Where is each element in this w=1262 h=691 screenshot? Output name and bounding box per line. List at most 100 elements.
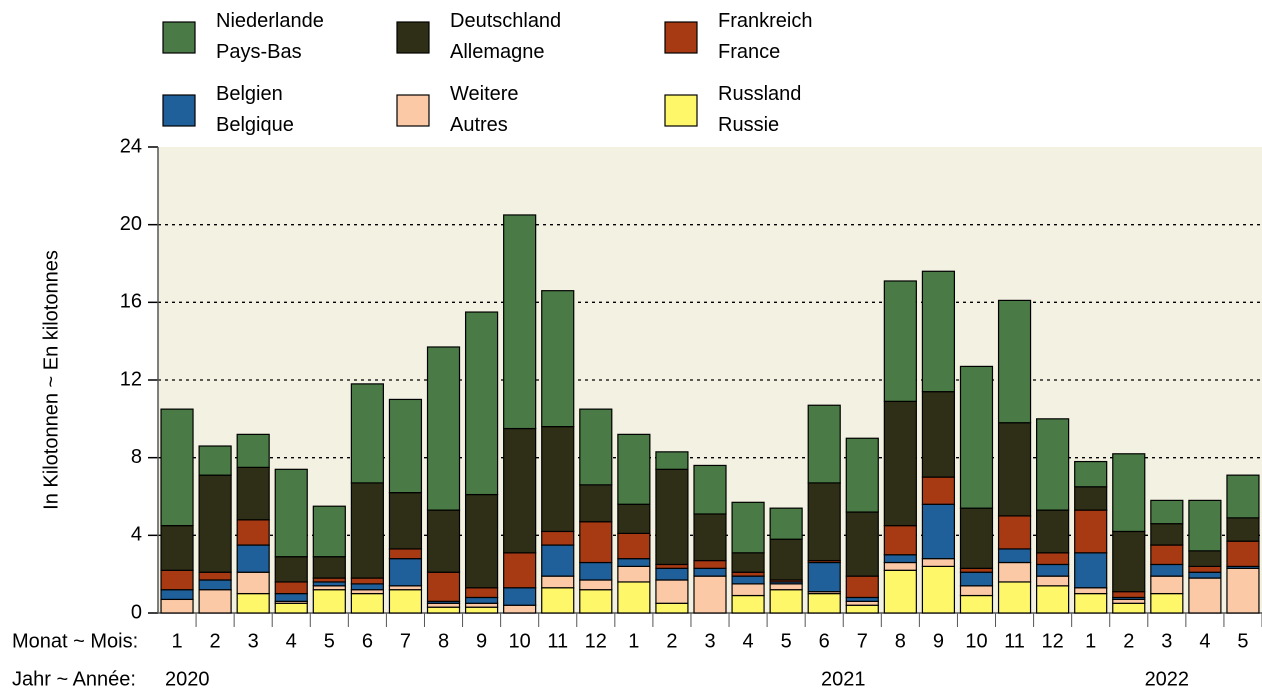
x-tick-label: 1 bbox=[1085, 630, 1096, 652]
x-tick-label: 6 bbox=[819, 630, 830, 652]
bar-segment bbox=[579, 521, 613, 564]
x-tick-label: 11 bbox=[547, 630, 568, 652]
bar-segment bbox=[579, 561, 613, 581]
x-axis-label: Monat ~ Mois: bbox=[12, 630, 138, 652]
bar-segment bbox=[731, 575, 765, 585]
bar-segment bbox=[1188, 550, 1222, 567]
y-tick-label: 16 bbox=[120, 291, 142, 313]
bar-segment bbox=[274, 556, 308, 583]
y-tick-label: 8 bbox=[131, 446, 142, 468]
legend-label: Deutschland Allemagne bbox=[450, 10, 562, 63]
bar-segment bbox=[997, 299, 1032, 424]
x-tick-label: 3 bbox=[704, 630, 715, 652]
bar-segment bbox=[845, 511, 879, 577]
bar-segment bbox=[807, 592, 841, 614]
bar-segment bbox=[274, 602, 308, 614]
bar-segment bbox=[579, 408, 613, 486]
legend-label: Niederlande Pays-Bas bbox=[216, 10, 324, 63]
bar-segment bbox=[1188, 577, 1222, 614]
bar-segment bbox=[541, 544, 575, 577]
bar-segment bbox=[503, 604, 537, 614]
bar-segment bbox=[388, 492, 423, 550]
bar-segment bbox=[769, 538, 803, 581]
bar-segment bbox=[1036, 575, 1070, 587]
bar-segment bbox=[997, 548, 1032, 564]
bar-segment bbox=[426, 571, 461, 602]
bar-segment bbox=[198, 474, 232, 573]
bar-segment bbox=[1074, 552, 1108, 589]
y-axis-label: In Kilotonnen ~ En kilotonnes bbox=[40, 250, 62, 510]
x-axis-label: Jahr ~ Année: bbox=[12, 668, 136, 690]
bar-segment bbox=[921, 391, 956, 478]
bar-segment bbox=[883, 400, 917, 527]
bar-segment bbox=[236, 571, 270, 595]
bar-segment bbox=[693, 567, 727, 577]
bar-segment bbox=[1150, 499, 1184, 525]
legend-label: Frankreich France bbox=[718, 10, 813, 63]
bar-segment bbox=[388, 398, 423, 494]
legend-swatch bbox=[396, 21, 430, 54]
bar-segment bbox=[807, 404, 841, 484]
bar-segment bbox=[997, 561, 1032, 583]
bar-segment bbox=[693, 513, 727, 562]
bar-segment bbox=[693, 559, 727, 569]
bar-segment bbox=[655, 451, 689, 470]
bar-segment bbox=[464, 311, 499, 496]
y-tick-label: 24 bbox=[120, 135, 142, 157]
bar-segment bbox=[655, 567, 689, 581]
bar-segment bbox=[464, 587, 499, 599]
legend-label: Belgien Belgique bbox=[216, 83, 294, 136]
bar-segment bbox=[541, 575, 575, 589]
bar-segment bbox=[312, 589, 346, 614]
bar-segment bbox=[1074, 486, 1108, 511]
x-tick-label: 8 bbox=[895, 630, 906, 652]
x-tick-label: 4 bbox=[743, 630, 754, 652]
bar-segment bbox=[236, 544, 270, 573]
x-tick-label: 7 bbox=[857, 630, 868, 652]
legend-swatch bbox=[664, 21, 698, 54]
bar-segment bbox=[160, 408, 194, 527]
x-tick-label: 6 bbox=[362, 630, 373, 652]
bar-segment bbox=[1150, 523, 1184, 546]
legend-label: Weitere Autres bbox=[450, 83, 519, 136]
bar-segment bbox=[236, 466, 270, 521]
bar-segment bbox=[388, 589, 423, 614]
y-tick-label: 20 bbox=[120, 213, 142, 235]
y-tick-label: 0 bbox=[131, 601, 142, 623]
x-tick-label: 10 bbox=[509, 630, 531, 652]
year-label: 2022 bbox=[1145, 668, 1190, 690]
bar-segment bbox=[274, 581, 308, 595]
bar-segment bbox=[731, 552, 765, 573]
legend-swatch bbox=[396, 94, 430, 127]
bar-segment bbox=[1112, 602, 1146, 614]
bar-segment bbox=[921, 558, 956, 568]
x-tick-label: 3 bbox=[248, 630, 259, 652]
bar-segment bbox=[350, 583, 384, 591]
bar-segment bbox=[883, 569, 917, 614]
bar-segment bbox=[1226, 474, 1260, 519]
bar-segment bbox=[350, 482, 384, 579]
bar-segment bbox=[1226, 517, 1260, 542]
bar-segment bbox=[1036, 585, 1070, 614]
bar-segment bbox=[1036, 563, 1070, 577]
bar-segment bbox=[541, 587, 575, 614]
bar-segment bbox=[312, 505, 346, 558]
bar-segment bbox=[350, 592, 384, 614]
legend-swatch bbox=[664, 94, 698, 127]
bar-segment bbox=[959, 571, 994, 587]
bar-segment bbox=[198, 445, 232, 476]
x-tick-label: 10 bbox=[965, 630, 987, 652]
bar-segment bbox=[579, 484, 613, 523]
bar-segment bbox=[426, 346, 461, 511]
bar-segment bbox=[503, 552, 537, 589]
bar-segment bbox=[160, 525, 194, 571]
y-tick-label: 4 bbox=[131, 524, 142, 546]
bar-segment bbox=[1188, 565, 1222, 573]
bar-segment bbox=[769, 507, 803, 540]
year-label: 2021 bbox=[821, 668, 866, 690]
bar-segment bbox=[1036, 552, 1070, 566]
x-tick-label: 5 bbox=[781, 630, 792, 652]
bar-segment bbox=[845, 575, 879, 599]
bar-segment bbox=[464, 606, 499, 614]
